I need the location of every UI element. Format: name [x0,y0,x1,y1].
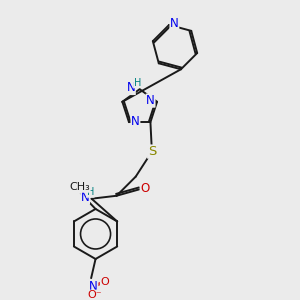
Text: O: O [100,277,109,287]
Text: CH₃: CH₃ [69,182,90,192]
Text: N: N [81,191,89,204]
Text: H: H [87,187,94,197]
Text: S: S [148,145,156,158]
Text: N: N [89,280,98,293]
Text: N: N [170,17,179,30]
Text: O⁻: O⁻ [87,290,102,300]
Text: N: N [127,82,135,94]
Text: H: H [134,78,141,88]
Text: N: N [131,115,140,128]
Text: N: N [146,94,155,107]
Text: O: O [140,182,149,195]
